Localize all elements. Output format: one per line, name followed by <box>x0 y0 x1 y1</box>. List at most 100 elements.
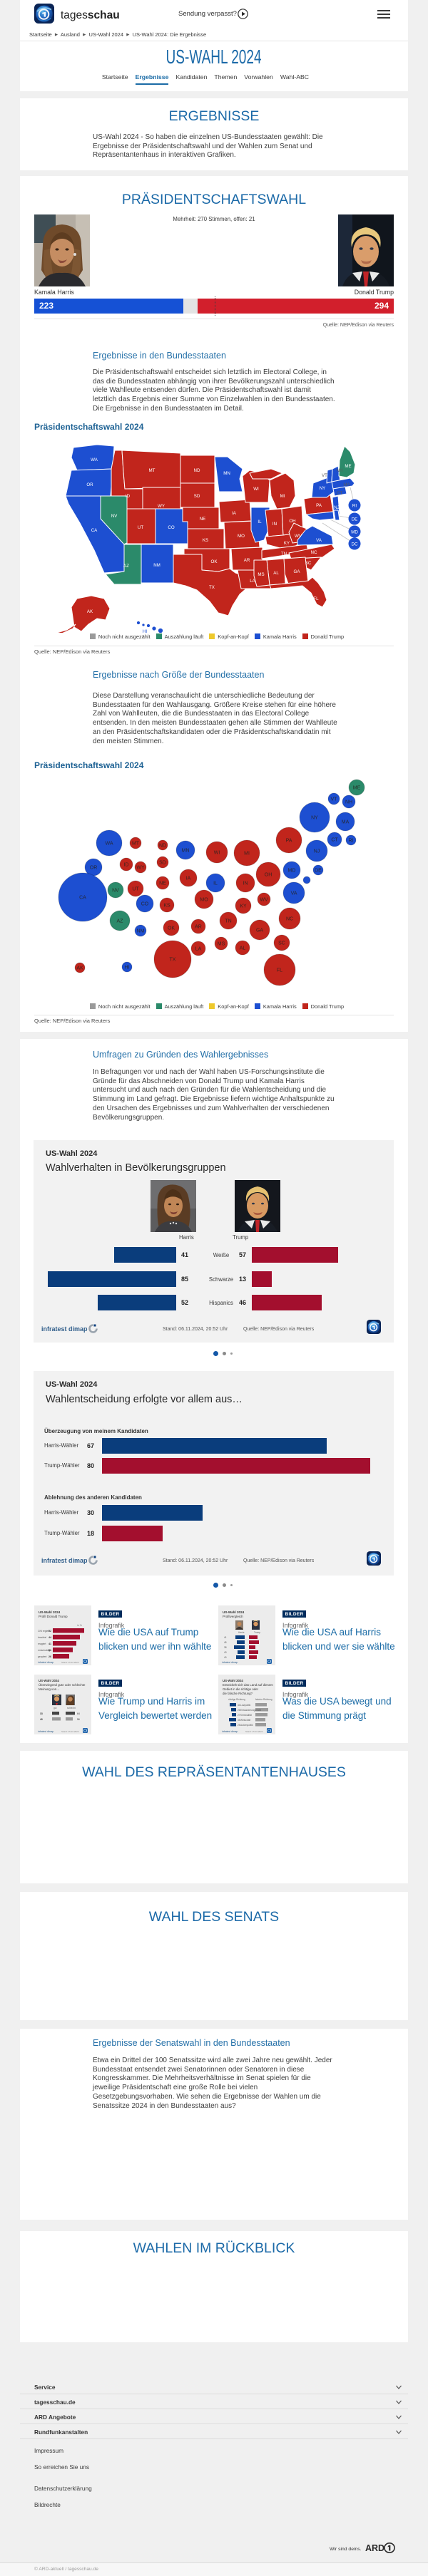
svg-text:45: 45 <box>224 1641 227 1644</box>
svg-text:43: 43 <box>224 1651 227 1654</box>
svg-text:brachial: brachial <box>38 1636 46 1639</box>
svg-text:NM: NM <box>137 929 145 933</box>
svg-text:NY: NY <box>311 815 318 820</box>
svg-text:MA: MA <box>342 819 350 824</box>
svg-text:MA: MA <box>343 482 350 487</box>
svg-text:MT: MT <box>132 841 140 846</box>
svg-text:AL: AL <box>240 946 246 951</box>
svg-text:infratest dimap: infratest dimap <box>222 1661 238 1664</box>
svg-text:WI: WI <box>214 850 220 855</box>
svg-text:52: 52 <box>49 1630 51 1633</box>
svg-text:38: 38 <box>224 1646 227 1649</box>
svg-text:infratest dimap: infratest dimap <box>38 1661 54 1664</box>
svg-text:FL: FL <box>313 596 319 601</box>
svg-text:UT: UT <box>132 886 139 891</box>
svg-text:NH: NH <box>345 800 352 805</box>
svg-text:PA: PA <box>316 503 322 508</box>
svg-text:NH: NH <box>337 468 343 473</box>
svg-text:reagiert: reagiert <box>38 1643 46 1645</box>
svg-text:33: 33 <box>40 1712 43 1715</box>
svg-text:US-Wahl 2024: US-Wahl 2024 <box>223 1610 245 1614</box>
svg-text:DC: DC <box>352 542 358 547</box>
svg-text:OR: OR <box>90 865 98 870</box>
svg-text:MO: MO <box>238 534 245 539</box>
svg-text:ND: ND <box>194 468 200 473</box>
svg-text:NV: NV <box>112 888 119 893</box>
svg-text:Einwanderungsrecht: Einwanderungsrecht <box>240 1709 261 1712</box>
svg-text:MS: MS <box>258 572 264 577</box>
svg-text:CO: CO <box>168 525 174 530</box>
svg-text:OK: OK <box>168 926 175 931</box>
svg-text:VT: VT <box>322 473 327 478</box>
svg-text:MD: MD <box>288 868 296 873</box>
svg-text:VT: VT <box>331 797 338 802</box>
svg-text:KS: KS <box>203 538 208 543</box>
svg-text:US-Wahl 2024: US-Wahl 2024 <box>223 1679 243 1682</box>
svg-text:Stand: 15.10.2024: Stand: 15.10.2024 <box>61 1730 79 1733</box>
svg-text:WA: WA <box>91 457 98 462</box>
svg-text:LA: LA <box>250 579 255 584</box>
svg-text:Profilvergleich: Profilvergleich <box>223 1615 243 1618</box>
svg-text:Stand: 15.10.2024: Stand: 15.10.2024 <box>61 1661 79 1664</box>
svg-text:infratest dimap: infratest dimap <box>38 1730 54 1733</box>
svg-text:CO: CO <box>141 901 149 906</box>
svg-text:26: 26 <box>49 1655 51 1658</box>
svg-text:HI: HI <box>125 965 130 970</box>
svg-text:IN: IN <box>272 522 277 527</box>
svg-text:64: 64 <box>77 1712 80 1715</box>
svg-text:MN: MN <box>182 848 190 853</box>
svg-text:Gebiet in die richtige oder: Gebiet in die richtige oder <box>223 1687 259 1691</box>
svg-text:NV: NV <box>111 514 118 519</box>
svg-text:VA: VA <box>316 538 322 543</box>
svg-text:WV: WV <box>260 897 268 902</box>
svg-text:44: 44 <box>49 1636 51 1639</box>
svg-text:RI: RI <box>352 503 357 508</box>
svg-text:NM: NM <box>153 563 160 568</box>
svg-text:LA: LA <box>195 946 202 951</box>
svg-text:Entwickelt sich das Land auf d: Entwickelt sich das Land auf diesem <box>223 1683 273 1687</box>
svg-text:SC: SC <box>305 561 312 566</box>
svg-text:MT: MT <box>149 468 156 473</box>
svg-text:Lostpolitik: Lostpolitik <box>240 1704 251 1707</box>
svg-text:TN: TN <box>281 552 287 557</box>
svg-text:UT: UT <box>138 525 143 530</box>
svg-text:AK: AK <box>76 966 83 971</box>
svg-text:CT: CT <box>337 491 342 496</box>
svg-text:34: 34 <box>238 1704 240 1707</box>
svg-text:OH: OH <box>289 519 295 524</box>
svg-text:Kriminalität: Kriminalität <box>240 1714 252 1717</box>
svg-text:AK: AK <box>87 609 93 614</box>
svg-text:infratest dimap: infratest dimap <box>222 1730 238 1733</box>
svg-text:IA: IA <box>232 511 237 516</box>
svg-text:41: 41 <box>224 1636 227 1639</box>
svg-text:geopfert: geopfert <box>38 1655 46 1658</box>
svg-text:VA: VA <box>291 891 297 896</box>
svg-text:MI: MI <box>244 851 250 856</box>
svg-text:Außenpolitik: Außenpolitik <box>240 1724 253 1727</box>
svg-text:25: 25 <box>238 1724 240 1727</box>
svg-text:SD: SD <box>159 860 166 865</box>
svg-text:Meinung von…: Meinung von… <box>39 1687 60 1691</box>
svg-text:entschuldigt: entschuldigt <box>38 1649 51 1652</box>
svg-text:gut: gut <box>54 1707 57 1709</box>
svg-text:HI: HI <box>143 629 147 633</box>
svg-text:PA: PA <box>286 838 292 843</box>
svg-text:TN: TN <box>225 919 231 924</box>
svg-text:WY: WY <box>158 504 165 509</box>
svg-text:US-Wahl 2024: US-Wahl 2024 <box>39 1679 59 1682</box>
svg-text:KS: KS <box>163 903 170 908</box>
svg-text:Stand: 15.10.2024: Stand: 15.10.2024 <box>245 1730 263 1733</box>
svg-text:WV: WV <box>295 534 302 539</box>
svg-text:ME: ME <box>353 785 361 790</box>
svg-text:DE: DE <box>315 868 322 873</box>
svg-text:SD: SD <box>194 494 200 499</box>
svg-text:CA: CA <box>91 528 98 533</box>
svg-text:DE: DE <box>352 517 358 522</box>
svg-text:TX: TX <box>170 957 176 962</box>
svg-text:MI: MI <box>280 494 285 499</box>
svg-text:OH: OH <box>265 872 272 877</box>
svg-text:40: 40 <box>40 1718 43 1721</box>
svg-text:AL: AL <box>273 571 279 576</box>
svg-text:NJ: NJ <box>334 505 340 510</box>
svg-text:TX: TX <box>209 585 215 590</box>
